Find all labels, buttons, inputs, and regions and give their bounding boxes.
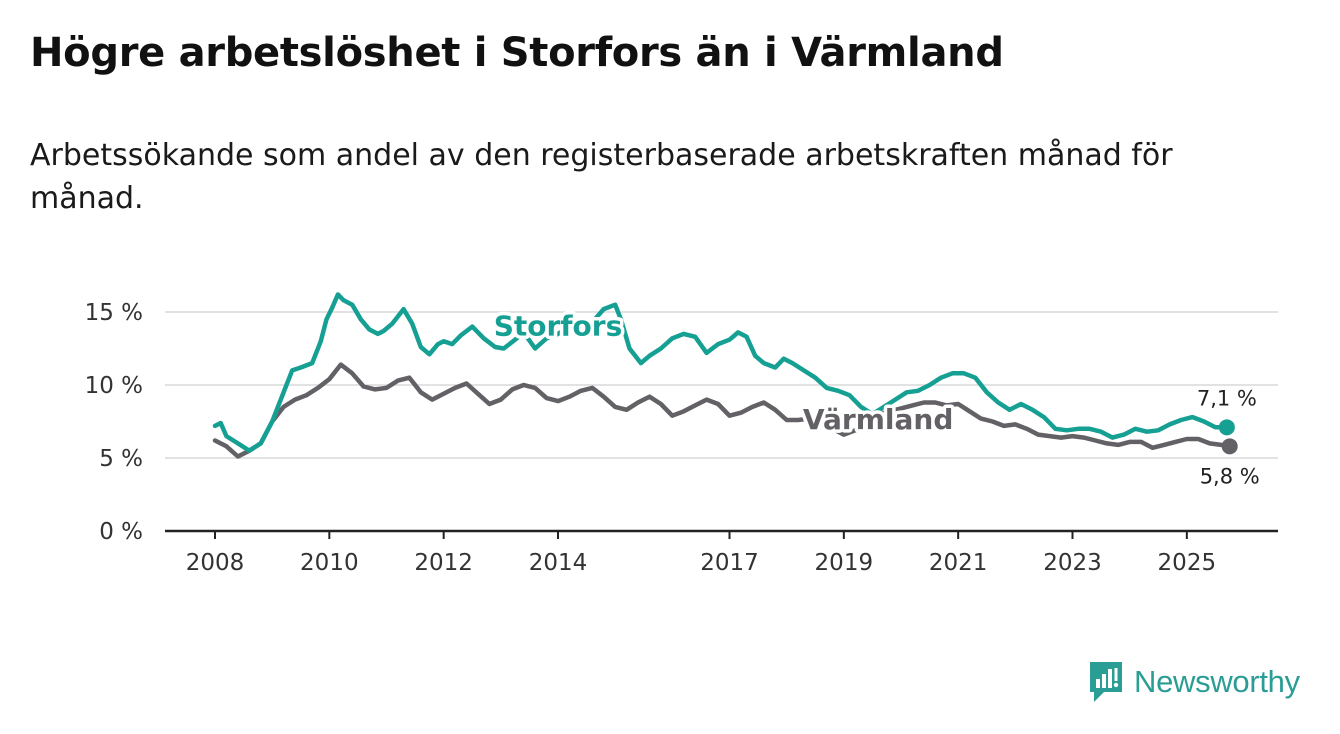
end-value-label: 7,1 % — [1197, 386, 1257, 410]
x-tick-label: 2021 — [929, 550, 988, 576]
end-value-label: 5,8 % — [1200, 464, 1260, 488]
x-tick-label: 2017 — [700, 550, 759, 576]
gridlines — [165, 311, 1278, 459]
chart-subtitle: Arbetssökande som andel av den registerb… — [30, 138, 1173, 216]
x-tick-label: 2023 — [1043, 550, 1102, 576]
y-tick-label: 15 % — [85, 300, 143, 326]
series-labels: 7,1 % 5,8 % Storfors Värmland — [490, 306, 1260, 488]
x-tick-label: 2014 — [529, 550, 588, 576]
y-tick-label: 5 % — [99, 446, 143, 472]
x-tick-label: 2008 — [186, 550, 245, 576]
series-name-label: Värmland — [803, 403, 954, 436]
page-title: Högre arbetslöshet i Storfors än i Värml… — [30, 30, 1004, 76]
series-name-label: Storfors — [494, 309, 623, 342]
series-lines — [212, 292, 1232, 459]
y-tick-label: 0 % — [99, 519, 143, 545]
x-tick-label: 2010 — [300, 550, 359, 576]
series-line-varmland — [212, 362, 1232, 459]
line-chart: 0 %5 %10 %15 % 2008 2010 2012 2014 2017 2019 2… — [85, 292, 1278, 576]
newsworthy-logo-text: Newsworthy — [1134, 664, 1300, 699]
series-endpoint — [1218, 419, 1235, 436]
y-tick-label: 10 % — [85, 373, 143, 399]
series-line-storfors — [212, 292, 1230, 453]
x-axis-ticks: 2008 2010 2012 2014 2017 2019 2021 2023 2025 — [186, 531, 1216, 576]
y-axis-ticks: 0 % 5 % 10 % 15 % — [85, 300, 143, 545]
newsworthy-logo: Newsworthy — [1088, 660, 1300, 704]
x-tick-label: 2012 — [414, 550, 473, 576]
x-tick-label: 2025 — [1158, 550, 1217, 576]
series-endpoint — [1221, 438, 1238, 455]
x-tick-label: 2019 — [815, 550, 874, 576]
newsworthy-logo-icon — [1090, 662, 1122, 702]
